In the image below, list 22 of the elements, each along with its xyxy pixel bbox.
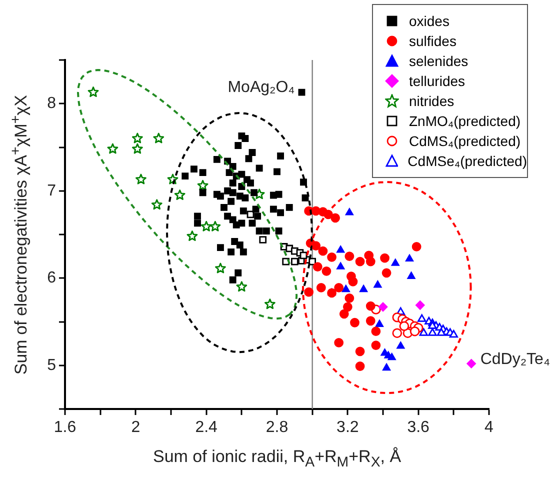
legend-label: CdMS₄(predicted) xyxy=(409,133,521,149)
y-tick-label: 8 xyxy=(47,95,56,112)
annotation: CdDy₂Te₄ xyxy=(480,350,550,369)
x-tick-label: 1.6 xyxy=(54,419,76,436)
y-tick-label: 6 xyxy=(47,270,56,287)
y-tick-label: 7 xyxy=(47,182,56,200)
legend-label: ZnMO₄(predicted) xyxy=(409,113,521,129)
legend-label: CdMSe₄(predicted) xyxy=(408,153,527,169)
x-tick-label: 2.4 xyxy=(195,419,218,436)
x-tick-label: 4 xyxy=(484,419,494,436)
x-tick-label: 3.2 xyxy=(336,419,359,436)
x-axis-title: Sum of ionic radii, R$_{A}$+R$_{M}$+R$_{X}$, Å xyxy=(153,447,402,470)
legend-label: sulfides xyxy=(409,33,456,49)
legend-label: selenides xyxy=(409,53,468,69)
annotation: MoAg₂O₄ xyxy=(228,79,295,98)
x-tick-label: 2 xyxy=(131,419,140,436)
x-tick-label: 3.6 xyxy=(407,419,430,436)
legend-label: tellurides xyxy=(409,73,466,89)
y-tick-label: 5 xyxy=(47,356,56,374)
x-tick-label: 2.8 xyxy=(266,419,288,436)
legend-label: oxides xyxy=(409,13,450,29)
legend-label: nitrides xyxy=(409,93,454,109)
